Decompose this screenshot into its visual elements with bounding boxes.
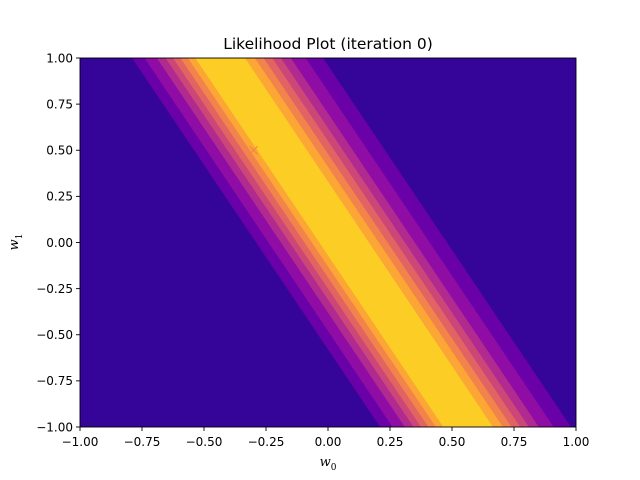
y-tick-label: −0.75	[36, 374, 73, 388]
x-tick-label: −0.25	[248, 435, 285, 449]
x-tick-label: 0.00	[315, 435, 342, 449]
x-axis-label: w0	[320, 455, 337, 473]
x-tick-label: 0.75	[501, 435, 528, 449]
y-tick-label: −0.50	[36, 328, 73, 342]
chart-title: Likelihood Plot (iteration 0)	[223, 35, 433, 53]
y-tick-label: 0.50	[46, 144, 73, 158]
y-axis-label: w1	[7, 234, 25, 251]
y-tick-label: −0.25	[36, 282, 73, 296]
contour-bands	[132, 58, 572, 427]
x-tick-label: 0.50	[439, 435, 466, 449]
y-tick-label: 0.00	[46, 236, 73, 250]
y-tick-label: 1.00	[46, 51, 73, 65]
x-tick-label: −1.00	[62, 435, 99, 449]
x-tick-label: 0.25	[377, 435, 404, 449]
x-tick-label: 1.00	[563, 435, 590, 449]
x-axis-ticks: −1.00 −0.75 −0.50 −0.25 0.00 0.25 0.50 0.75 1.00	[62, 427, 590, 449]
y-tick-label: 0.75	[46, 97, 73, 111]
y-tick-label: 0.25	[46, 190, 73, 204]
marker-x-stroke	[249, 145, 259, 155]
x-tick-label: −0.50	[186, 435, 223, 449]
y-axis-ticks: −1.00 −0.75 −0.50 −0.25 0.00 0.25 0.50 0.75 1.00	[36, 51, 80, 434]
x-tick-label: −0.75	[124, 435, 161, 449]
y-tick-label: −1.00	[36, 420, 73, 434]
contour-band-8	[195, 58, 493, 427]
max-likelihood-marker	[249, 145, 259, 155]
